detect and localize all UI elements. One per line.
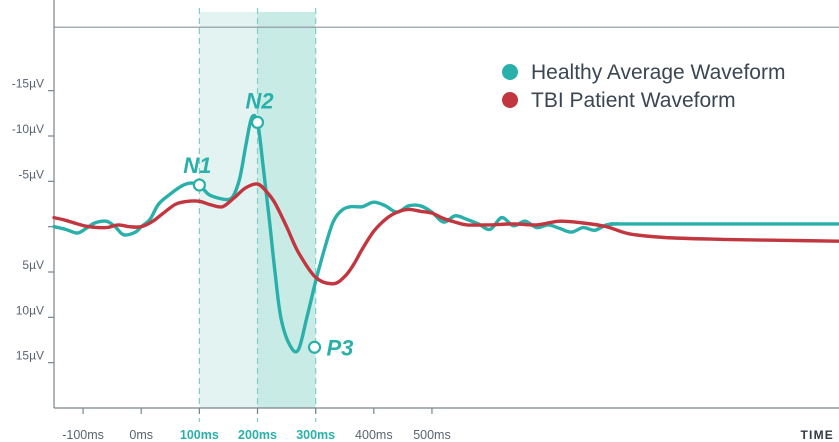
x-tick-label: 500ms (413, 428, 451, 442)
legend: Healthy Average Waveform TBI Patient Wave… (502, 61, 785, 112)
peak-annotations: N1 N2 P3 (183, 88, 353, 360)
y-tick-label: -5µV (18, 167, 44, 181)
y-ticks: -15µV -10µV -5µV 5µV 10µV 15µV (12, 77, 54, 364)
peak-label-p3: P3 (327, 335, 354, 360)
x-ticks: -100ms 0ms 100ms 200ms 300ms 400ms 500ms (62, 408, 451, 442)
peak-label-n1: N1 (183, 153, 211, 178)
x-tick-label: 100ms (180, 428, 219, 442)
peak-label-n2: N2 (245, 88, 274, 113)
shaded-window-2 (257, 12, 316, 408)
peak-marker-n1 (192, 178, 206, 192)
legend-label-tbi-patient-waveform: TBI Patient Waveform (531, 89, 736, 112)
x-tick-label: 0ms (129, 428, 153, 442)
y-tick-label: -10µV (12, 122, 44, 136)
y-tick-label: 10µV (16, 303, 44, 317)
peak-marker-p3 (307, 340, 322, 354)
x-tick-label: 300ms (296, 428, 335, 442)
peak-marker-n2 (250, 115, 265, 130)
legend-label-healthy-average-waveform: Healthy Average Waveform (531, 61, 785, 84)
x-axis-title: TIME (801, 428, 834, 442)
x-tick-label: -100ms (62, 428, 104, 442)
legend-swatch-healthy-average-waveform (502, 64, 518, 80)
y-tick-label: 15µV (16, 349, 44, 363)
x-tick-label: 400ms (355, 428, 393, 442)
y-tick-label: 5µV (22, 258, 44, 272)
shaded-window-1 (199, 12, 258, 408)
x-tick-label: 200ms (238, 428, 277, 442)
y-tick-label: -15µV (12, 77, 44, 91)
shaded-windows (199, 12, 316, 408)
series-line-tbi-patient-waveform (52, 182, 839, 286)
series-lines (52, 113, 839, 354)
series-line-healthy-average-waveform (52, 113, 839, 354)
legend-swatch-tbi-patient-waveform (502, 92, 518, 108)
